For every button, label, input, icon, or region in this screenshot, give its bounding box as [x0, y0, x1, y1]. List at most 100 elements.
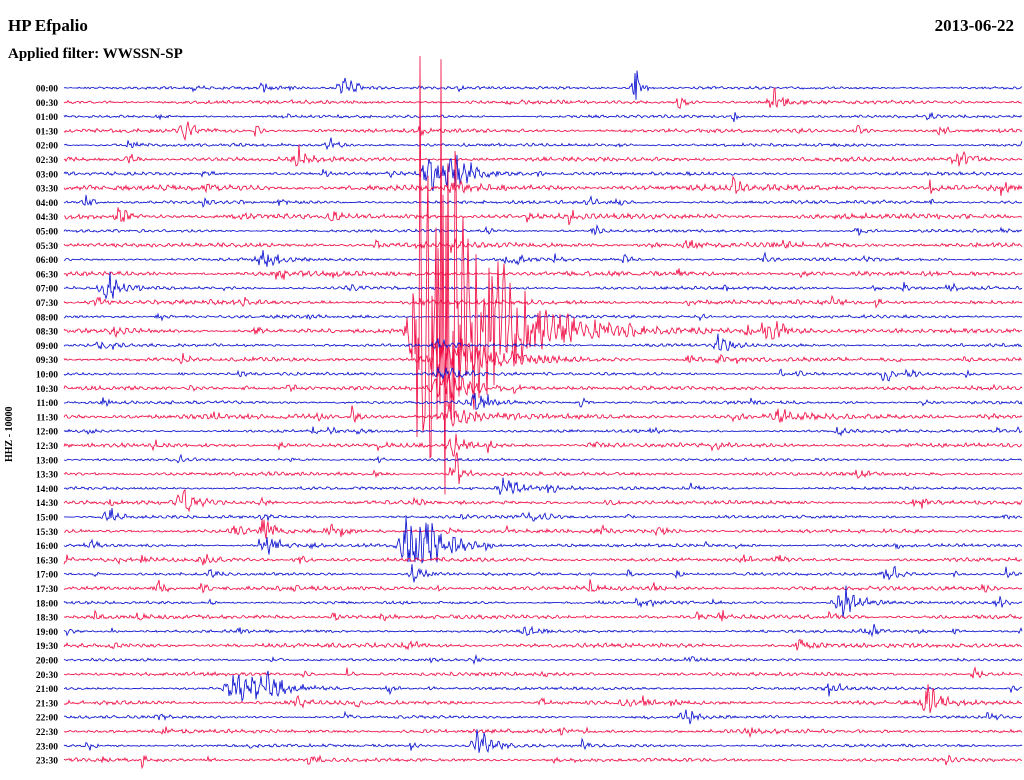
seismogram-trace-row [63, 585, 1023, 618]
time-label: 22:30 [36, 728, 58, 738]
seismogram-trace-row [63, 729, 1023, 753]
time-label: 19:30 [36, 642, 58, 652]
seismogram-trace-row [63, 519, 1023, 539]
time-label: 20:30 [36, 671, 58, 681]
time-label: 09:30 [36, 356, 58, 366]
time-label: 00:30 [36, 99, 58, 109]
seismogram-trace-row [63, 55, 1023, 495]
seismogram-trace-row [63, 477, 1023, 495]
time-label: 17:00 [36, 571, 58, 581]
seismogram-trace-row [63, 433, 1023, 457]
seismogram-trace-row [63, 371, 1023, 401]
seismogram-trace-row [63, 709, 1023, 725]
seismogram-trace-row [63, 223, 1023, 237]
time-label: 23:30 [36, 757, 58, 767]
seismogram-trace-row [63, 137, 1023, 151]
seismogram-trace-row [63, 623, 1023, 638]
time-label: 22:00 [36, 714, 58, 724]
seismogram-trace-row [63, 666, 1023, 679]
seismogram-trace-row [63, 144, 1023, 167]
seismogram-trace-row [63, 154, 1023, 191]
time-label: 18:00 [36, 599, 58, 609]
seismogram-trace-row [63, 554, 1022, 566]
seismogram-trace-row [63, 754, 1022, 770]
seismogram-trace-row [63, 402, 1023, 428]
seismogram-trace-row [63, 516, 1023, 564]
station-title: HP Efpalio [8, 16, 88, 35]
time-label: 20:00 [36, 657, 58, 667]
time-label: 15:00 [36, 514, 58, 524]
seismogram-trace-row [63, 609, 1023, 622]
applied-filter-label: Applied filter: WWSSN-SP [8, 46, 183, 62]
time-label: 19:00 [36, 628, 58, 638]
seismogram-trace-row [63, 238, 1023, 253]
time-label: 21:30 [36, 699, 58, 709]
seismogram-trace-row [63, 684, 1023, 714]
seismogram-trace-row [63, 367, 1023, 382]
seismogram-trace-row [63, 294, 1023, 309]
time-label: 10:00 [36, 371, 58, 381]
time-label: 08:30 [36, 328, 58, 338]
time-label: 03:00 [36, 170, 58, 180]
time-label: 15:30 [36, 528, 58, 538]
seismogram-trace-row [63, 338, 1023, 386]
time-label: 07:00 [36, 285, 58, 295]
seismogram-trace-row [63, 271, 1023, 300]
seismogram-trace-row [63, 452, 1023, 485]
seismogram-trace-row [63, 508, 1023, 522]
time-label: 13:30 [36, 471, 58, 481]
time-label: 00:00 [36, 85, 58, 95]
seismogram-trace-row [63, 87, 1022, 110]
seismogram-trace-row [63, 726, 1023, 738]
seismogram-trace-row [63, 653, 1023, 666]
time-label: 13:00 [36, 456, 58, 466]
seismogram-trace-row [63, 312, 1023, 322]
seismogram-trace-row [63, 249, 1023, 267]
time-label: 16:00 [36, 542, 58, 552]
seismogram-trace-row [64, 670, 1023, 703]
time-label: 14:30 [36, 499, 58, 509]
seismogram-trace-row [63, 392, 1023, 410]
seismogram-trace-row [63, 426, 1023, 437]
seismogram-trace-row [63, 488, 1023, 513]
time-label: 11:30 [36, 413, 58, 423]
time-label: 18:30 [36, 614, 58, 624]
time-label: 02:30 [36, 156, 58, 166]
time-label: 04:30 [36, 213, 58, 223]
y-axis-channel-gain-label: HHZ - 10000 [4, 406, 15, 462]
time-label: 01:30 [36, 127, 58, 137]
time-label: 17:30 [36, 585, 58, 595]
time-label: 08:00 [36, 313, 58, 323]
seismogram-trace-row [63, 194, 1022, 208]
seismogram-trace-row [63, 638, 1022, 651]
time-label: 05:00 [36, 228, 58, 238]
seismogram-trace-row [63, 268, 1023, 280]
time-label: 11:00 [36, 399, 58, 409]
seismogram-trace-row [63, 207, 1023, 226]
time-label: 03:30 [36, 185, 58, 195]
seismogram-trace-row [63, 333, 1023, 352]
time-label: 07:30 [36, 299, 58, 309]
seismogram-trace-row [63, 70, 1023, 100]
time-label: 06:00 [36, 256, 58, 266]
time-label: 16:30 [36, 556, 58, 566]
time-label: 12:30 [36, 442, 58, 452]
time-label: 09:00 [36, 342, 58, 352]
time-label: 05:30 [36, 242, 58, 252]
seismogram-trace-row [63, 175, 1023, 196]
time-label: 01:00 [36, 113, 58, 123]
time-label: 02:00 [36, 142, 58, 152]
seismogram-trace-row [63, 453, 1023, 464]
record-date: 2013-06-22 [934, 16, 1014, 35]
time-label: 10:30 [36, 385, 58, 395]
time-label: 21:00 [36, 685, 58, 695]
time-label: 23:00 [36, 742, 58, 752]
seismogram-trace-row [63, 563, 1023, 583]
time-label: 14:00 [36, 485, 58, 495]
time-label: 12:00 [36, 428, 58, 438]
seismogram-trace-row [63, 121, 1023, 142]
time-label: 04:00 [36, 199, 58, 209]
seismogram-trace-row [63, 112, 1023, 123]
time-label: 06:30 [36, 270, 58, 280]
